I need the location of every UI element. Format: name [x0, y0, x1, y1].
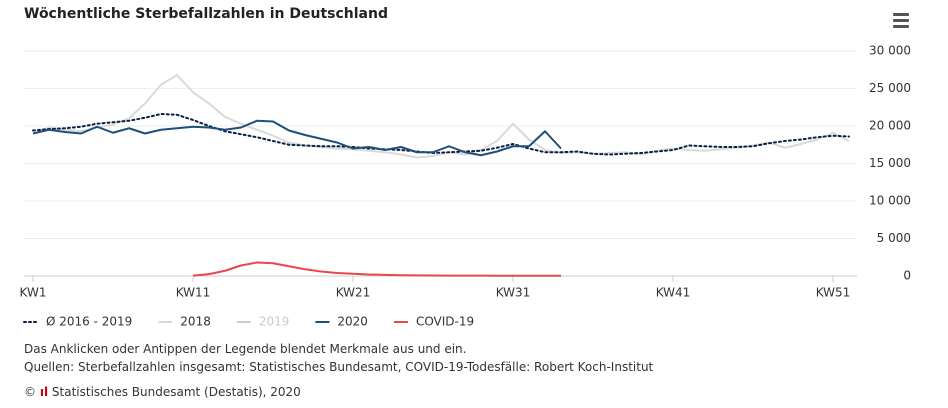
- logo: ıl: [39, 385, 49, 399]
- y-tick-label: 25 000: [869, 81, 911, 95]
- series-line: [32, 113, 850, 156]
- x-tick-label: KW1: [20, 286, 47, 300]
- y-tick-label: 15 000: [869, 156, 911, 170]
- y-tick-label: 20 000: [869, 119, 911, 133]
- credit-line: © ıl Statistisches Bundesamt (Destatis),…: [24, 385, 301, 399]
- x-tick-label: KW11: [176, 286, 211, 300]
- legend-label[interactable]: COVID-19: [416, 315, 474, 329]
- y-tick-label: 0: [903, 269, 911, 283]
- source: Quellen: Sterbefallzahlen insgesamt: Sta…: [24, 360, 654, 374]
- x-tick-label: KW21: [336, 286, 371, 300]
- y-tick-label: 5 000: [877, 231, 911, 245]
- chart-title: Wöchentliche Sterbefallzahlen in Deutsch…: [24, 6, 388, 22]
- credit: Statistisches Bundesamt (Destatis), 2020: [51, 385, 301, 399]
- series-line: [32, 119, 562, 157]
- x-tick-label: KW41: [656, 286, 691, 300]
- legend-label[interactable]: 2018: [180, 315, 211, 329]
- y-tick-label: 10 000: [869, 194, 911, 208]
- menu-button[interactable]: [893, 13, 909, 28]
- x-tick-label: KW51: [816, 286, 851, 300]
- series-line: [32, 74, 850, 159]
- x-tick-label: KW31: [496, 286, 531, 300]
- note: Das Anklicken oder Antippen der Legende …: [24, 342, 467, 356]
- legend-label[interactable]: Ø 2016 - 2019: [46, 315, 132, 329]
- series-line: [192, 261, 561, 277]
- legend-label[interactable]: 2019: [259, 315, 290, 329]
- y-tick-label: 30 000: [869, 44, 911, 58]
- legend-label[interactable]: 2020: [337, 315, 368, 329]
